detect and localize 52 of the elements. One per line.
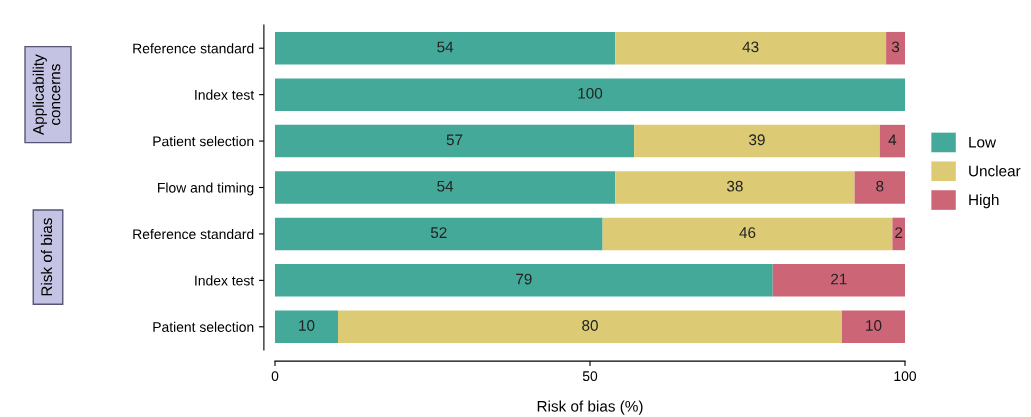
y-tick-label: Patient selection <box>153 136 254 147</box>
bar <box>892 217 905 251</box>
data-label: 52 <box>430 227 447 239</box>
legend-label: Low <box>969 136 997 148</box>
y-tick-label: Reference standard <box>133 228 254 240</box>
legend-label: Unclear <box>969 165 1021 177</box>
data-label: 2 <box>895 227 903 238</box>
bar <box>634 124 880 158</box>
bar <box>275 171 616 204</box>
bar <box>615 31 887 65</box>
bar <box>842 310 905 344</box>
text: Applicability concerns <box>32 54 61 135</box>
x-tick-label: 0 <box>271 371 279 382</box>
data-label: 46 <box>739 227 756 239</box>
bar <box>275 31 616 65</box>
data-label: 80 <box>582 320 598 331</box>
bar <box>275 310 338 344</box>
bar <box>275 217 603 251</box>
bar <box>338 310 842 344</box>
data-label: 21 <box>831 273 847 285</box>
text: Risk of bias <box>40 218 53 296</box>
data-label: 38 <box>726 180 743 192</box>
data-label: 8 <box>876 180 884 192</box>
bar <box>275 124 635 158</box>
data-label: 39 <box>749 134 765 146</box>
x-axis-title: Risk of bias (%) <box>537 400 643 415</box>
y-tick-label: Index test <box>195 275 255 286</box>
bar <box>854 171 905 204</box>
bar <box>275 264 773 297</box>
data-label: 57 <box>446 134 463 146</box>
data-label: 4 <box>888 134 897 146</box>
legend-label: High <box>969 193 999 209</box>
y-tick-label: Patient selection <box>153 321 254 332</box>
y-tick-label: Index test <box>195 89 255 100</box>
x-tick-label: 50 <box>582 371 598 382</box>
data-label: 10 <box>866 320 882 331</box>
data-label: 3 <box>891 41 900 53</box>
data-label: 79 <box>516 273 532 285</box>
data-label: 100 <box>578 87 603 99</box>
bar <box>886 31 905 65</box>
y-tick-label: Flow and timing <box>158 182 254 196</box>
x-tick-label: 100 <box>894 371 917 382</box>
bar <box>772 264 905 297</box>
bar <box>615 171 855 204</box>
data-label: 54 <box>437 41 454 53</box>
y-tick-label: Reference standard <box>133 43 254 54</box>
data-label: 43 <box>742 41 759 53</box>
data-label: 10 <box>299 320 315 331</box>
bar <box>879 124 905 158</box>
bar <box>602 217 893 251</box>
bar <box>275 78 905 111</box>
data-label: 54 <box>437 180 454 192</box>
